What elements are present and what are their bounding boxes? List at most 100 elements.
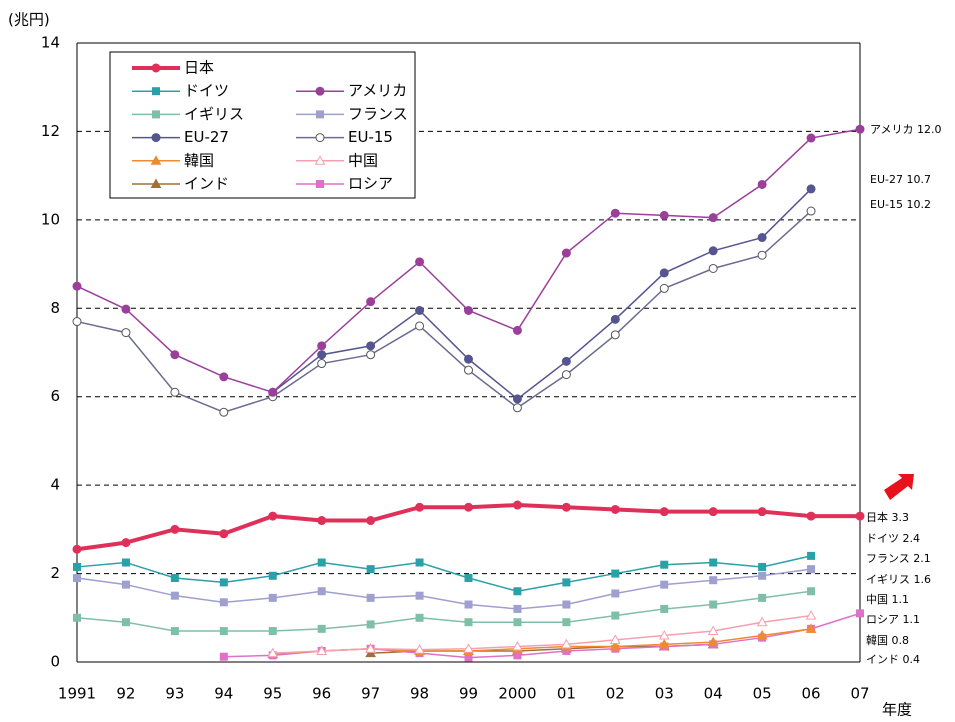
marker: [415, 613, 424, 622]
marker: [268, 571, 277, 580]
line: [76, 555, 812, 593]
marker: [219, 598, 228, 607]
annotation: インド 0.4: [866, 653, 920, 666]
y-tick-label: 6: [50, 387, 60, 405]
marker: [317, 341, 327, 351]
marker: [561, 638, 572, 649]
annotation: アメリカ 12.0: [870, 123, 941, 136]
marker: [464, 573, 473, 582]
y-tick-label: 4: [50, 476, 60, 494]
legend-label: アメリカ: [348, 82, 407, 100]
x-axis-label: 年度: [882, 701, 912, 719]
marker: [366, 341, 376, 351]
marker: [170, 350, 180, 360]
marker: [757, 250, 767, 260]
series: [72, 500, 865, 554]
legend-label: EU-15: [348, 128, 393, 146]
marker: [806, 133, 816, 143]
legend-item: インド: [132, 175, 229, 193]
marker: [610, 314, 620, 324]
marker: [562, 578, 571, 587]
legend-marker: [151, 133, 161, 143]
legend-label: インド: [184, 175, 229, 193]
marker: [708, 263, 718, 273]
marker: [121, 538, 131, 548]
legend-item: 韓国: [132, 151, 214, 169]
marker: [659, 268, 669, 278]
y-tick-label: 10: [41, 210, 60, 228]
legend-label: 韓国: [184, 151, 214, 169]
legend-item: 日本: [132, 59, 214, 77]
marker: [757, 507, 767, 517]
marker: [659, 507, 669, 517]
marker: [658, 638, 670, 649]
series: [73, 565, 816, 613]
marker: [415, 305, 425, 315]
x-tick-label: 95: [263, 685, 282, 703]
annotation: 中国 1.1: [866, 593, 909, 606]
legend-marker: [151, 63, 161, 73]
marker: [317, 558, 326, 567]
x-tick-label: 1991: [58, 685, 96, 703]
legend-label: イギリス: [184, 105, 244, 123]
marker: [219, 372, 229, 382]
marker: [806, 206, 816, 216]
annotation: EU-27 10.7: [870, 173, 931, 186]
marker: [807, 565, 816, 574]
marker: [856, 609, 864, 618]
marker: [512, 394, 522, 404]
legend-item: 中国: [296, 151, 378, 169]
x-tick-label: 06: [802, 685, 821, 703]
marker: [758, 562, 767, 571]
annotation: 韓国 0.8: [866, 634, 909, 647]
marker: [121, 304, 131, 314]
y-tick-label: 14: [41, 34, 60, 52]
marker: [365, 643, 376, 653]
marker: [609, 641, 621, 651]
marker: [660, 580, 669, 589]
marker: [170, 573, 179, 582]
marker: [805, 623, 817, 633]
x-tick-label: 03: [655, 685, 674, 703]
marker: [855, 124, 865, 134]
marker: [659, 283, 669, 293]
marker: [219, 627, 228, 636]
x-tick-label: 93: [165, 685, 184, 703]
marker: [609, 634, 621, 644]
annotation: フランス 2.1: [866, 552, 931, 565]
marker: [415, 321, 425, 331]
marker: [464, 618, 473, 627]
legend-item: フランス: [296, 105, 408, 123]
marker: [170, 524, 180, 534]
marker: [219, 578, 228, 587]
marker: [513, 604, 522, 613]
marker: [317, 516, 327, 526]
marker: [366, 620, 375, 629]
marker: [170, 387, 180, 397]
marker: [72, 281, 82, 291]
marker: [316, 645, 328, 655]
series: [72, 124, 865, 397]
marker: [72, 317, 82, 327]
series: [268, 184, 816, 404]
marker: [268, 593, 277, 602]
line: [272, 188, 812, 400]
marker: [464, 354, 473, 364]
marker: [512, 325, 522, 335]
y-tick-label: 0: [50, 653, 60, 671]
marker: [219, 407, 229, 417]
marker: [610, 504, 620, 514]
marker: [756, 616, 768, 627]
marker: [610, 208, 620, 218]
marker: [219, 652, 228, 661]
legend-label: ドイツ: [184, 82, 229, 100]
marker: [660, 604, 669, 613]
legend-label: フランス: [348, 105, 408, 123]
series: [267, 610, 817, 658]
marker: [561, 356, 571, 366]
marker: [415, 257, 425, 267]
marker: [464, 365, 473, 375]
legend-marker: [150, 178, 162, 188]
y-tick-label: 8: [50, 299, 60, 317]
series: [72, 206, 816, 417]
